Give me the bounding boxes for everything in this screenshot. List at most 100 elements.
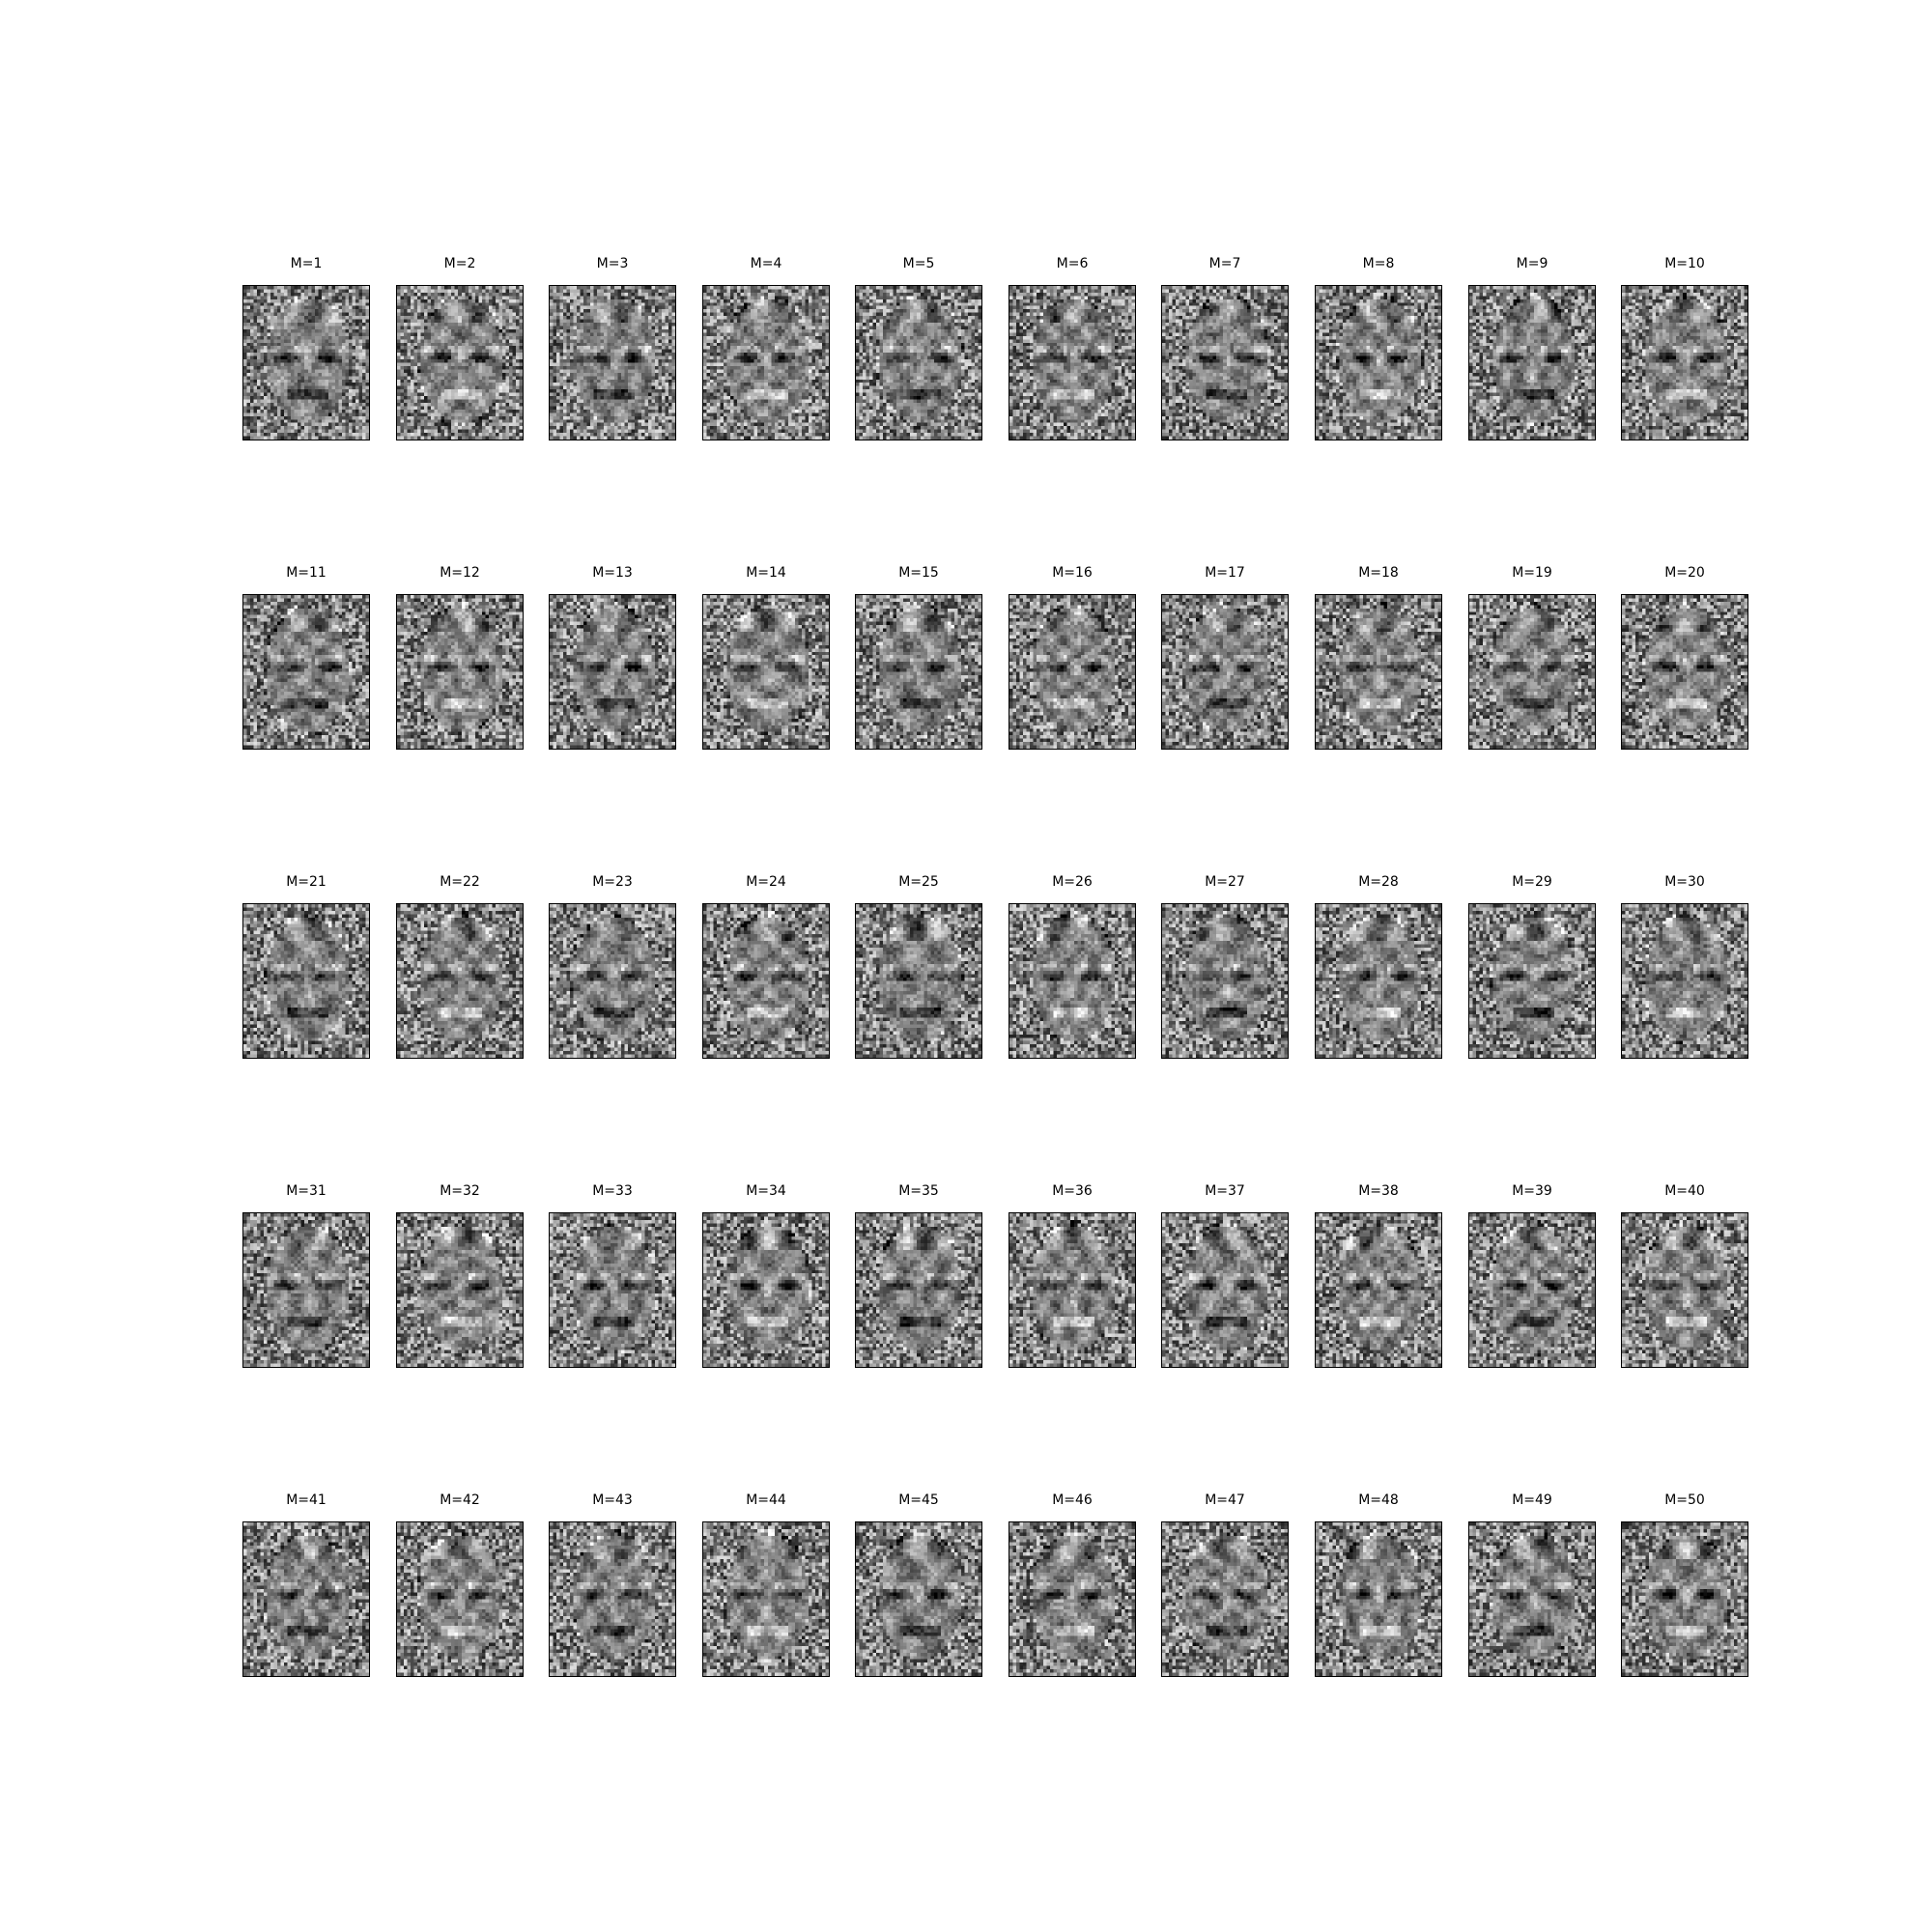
face-image-canvas — [1316, 904, 1441, 1058]
face-image-canvas — [1009, 1522, 1135, 1676]
face-image — [855, 285, 982, 440]
panel-title: M=37 — [1205, 1183, 1245, 1199]
panel-title: M=32 — [440, 1183, 480, 1199]
panel-title: M=2 — [443, 256, 476, 271]
face-image-canvas — [1162, 1522, 1288, 1676]
panel-title: M=36 — [1052, 1183, 1093, 1199]
face-image — [702, 1521, 830, 1677]
face-image — [1468, 1212, 1596, 1368]
face-image — [702, 594, 830, 750]
panel-title: M=21 — [286, 874, 327, 890]
face-image — [549, 1521, 676, 1677]
panel-title: M=43 — [592, 1492, 633, 1508]
face-image — [1315, 594, 1442, 750]
face-image — [1621, 594, 1748, 750]
panel-title: M=16 — [1052, 565, 1093, 581]
panel-title: M=38 — [1358, 1183, 1399, 1199]
face-image-canvas — [703, 1213, 829, 1367]
panel-title: M=41 — [286, 1492, 327, 1508]
face-image — [549, 594, 676, 750]
panel-title: M=26 — [1052, 874, 1093, 890]
panel-title: M=44 — [746, 1492, 786, 1508]
face-image-canvas — [1622, 1213, 1747, 1367]
face-image — [396, 1521, 524, 1677]
face-image-canvas — [243, 286, 369, 440]
face-image — [1315, 285, 1442, 440]
panel-title: M=8 — [1362, 256, 1395, 271]
face-image-canvas — [1316, 286, 1441, 440]
face-image — [1161, 903, 1289, 1059]
face-image-canvas — [1316, 595, 1441, 749]
panel-title: M=30 — [1664, 874, 1705, 890]
face-image-canvas — [1622, 286, 1747, 440]
panel-title: M=9 — [1516, 256, 1548, 271]
panel-title: M=35 — [898, 1183, 939, 1199]
panel-title: M=17 — [1205, 565, 1245, 581]
panel-title: M=46 — [1052, 1492, 1093, 1508]
panel-title: M=18 — [1358, 565, 1399, 581]
face-image-canvas — [397, 1522, 523, 1676]
face-image — [242, 285, 370, 440]
face-image-canvas — [1469, 595, 1595, 749]
face-image — [1009, 594, 1136, 750]
face-image — [396, 594, 524, 750]
face-image — [242, 1212, 370, 1368]
face-image-canvas — [550, 1213, 675, 1367]
face-image-canvas — [1009, 286, 1135, 440]
panel-title: M=42 — [440, 1492, 480, 1508]
face-image-canvas — [1316, 1522, 1441, 1676]
face-image — [702, 285, 830, 440]
face-image-canvas — [397, 1213, 523, 1367]
panel-title: M=20 — [1664, 565, 1705, 581]
face-image — [1315, 1521, 1442, 1677]
face-image-canvas — [397, 904, 523, 1058]
face-image-canvas — [1622, 595, 1747, 749]
face-image — [242, 903, 370, 1059]
face-image — [1468, 1521, 1596, 1677]
panel-title: M=25 — [898, 874, 939, 890]
face-image-canvas — [1162, 286, 1288, 440]
panel-title: M=31 — [286, 1183, 327, 1199]
panel-title: M=22 — [440, 874, 480, 890]
panel-title: M=27 — [1205, 874, 1245, 890]
face-image-canvas — [243, 595, 369, 749]
face-image — [1621, 285, 1748, 440]
panel-title: M=33 — [592, 1183, 633, 1199]
face-image-canvas — [703, 1522, 829, 1676]
face-image — [1009, 285, 1136, 440]
face-image-canvas — [1162, 595, 1288, 749]
face-image-canvas — [1009, 595, 1135, 749]
panel-title: M=45 — [898, 1492, 939, 1508]
face-image-canvas — [243, 1522, 369, 1676]
panel-title: M=3 — [596, 256, 629, 271]
face-image-canvas — [397, 595, 523, 749]
face-image-canvas — [856, 904, 981, 1058]
panel-title: M=19 — [1512, 565, 1552, 581]
panel-title: M=39 — [1512, 1183, 1552, 1199]
face-image — [242, 594, 370, 750]
face-image — [549, 1212, 676, 1368]
face-image — [855, 903, 982, 1059]
face-image — [702, 903, 830, 1059]
panel-title: M=6 — [1056, 256, 1089, 271]
face-image — [396, 903, 524, 1059]
face-image — [1468, 594, 1596, 750]
panel-title: M=11 — [286, 565, 327, 581]
face-image-canvas — [1162, 904, 1288, 1058]
face-image — [242, 1521, 370, 1677]
face-image-canvas — [703, 286, 829, 440]
face-image-canvas — [1469, 1213, 1595, 1367]
panel-title: M=13 — [592, 565, 633, 581]
panel-title: M=14 — [746, 565, 786, 581]
face-image — [1161, 1521, 1289, 1677]
face-image — [1315, 1212, 1442, 1368]
face-image — [1009, 1212, 1136, 1368]
panel-title: M=29 — [1512, 874, 1552, 890]
face-image — [396, 1212, 524, 1368]
panel-title: M=23 — [592, 874, 633, 890]
face-image-canvas — [856, 1522, 981, 1676]
face-image — [1315, 903, 1442, 1059]
face-image — [1161, 594, 1289, 750]
panel-title: M=24 — [746, 874, 786, 890]
face-image — [855, 1212, 982, 1368]
